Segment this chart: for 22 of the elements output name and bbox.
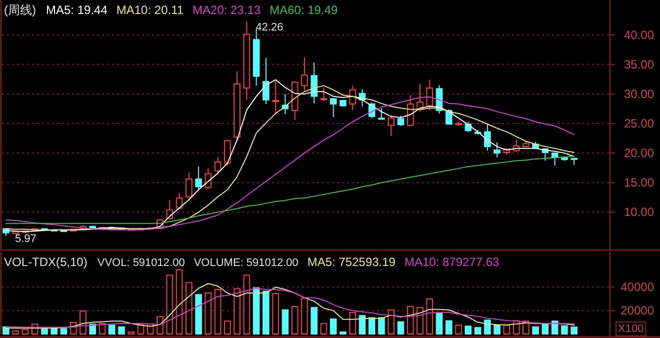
text: MA10: 879277.63 [404,255,500,269]
text: MA5: 752593.19 [307,255,396,269]
text: MA10: 20.11 [116,3,184,17]
y-tick-label: 20.00 [624,146,654,160]
y-tick-label: 25.00 [624,116,654,131]
y-tick-label: 30.00 [624,86,654,101]
text: MA60: 19.49 [270,3,338,17]
y-axis-title: X100 [618,323,644,335]
annotation: 5.97 [14,232,36,245]
chart-title: VOL-TDX(5,10) [4,255,88,269]
y-tick-label: 35.00 [624,57,654,72]
y-tick-label: 40.00 [624,28,654,42]
y-tick-label: 10.00 [624,205,654,220]
y-tick-label: 20000 [620,304,654,318]
text: MA5: 19.44 [46,3,108,17]
annotation: 42.26 [256,22,284,34]
chart-title: (周线) [4,3,36,17]
annotation: VVOL: 591012.00 [97,257,185,269]
y-tick-label: 15.00 [624,176,654,190]
annotation: VOLUME: 591012.00 [194,257,298,269]
text: MA20: 23.13 [192,3,261,17]
y-tick-label: 40000 [620,280,654,294]
